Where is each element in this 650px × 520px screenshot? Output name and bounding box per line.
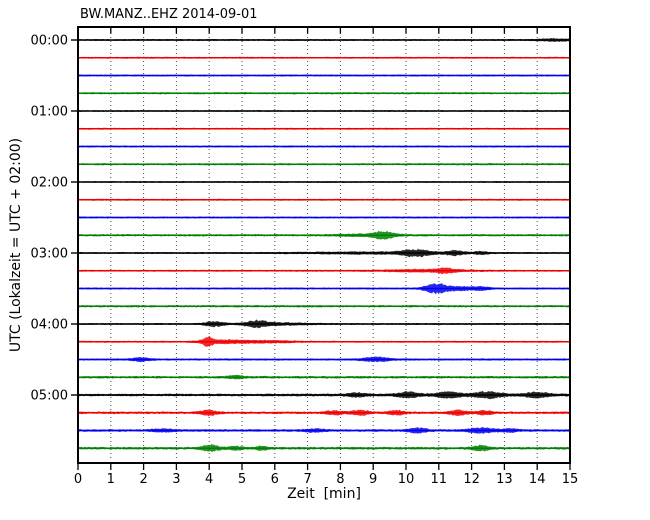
x-tick-label: 3	[172, 472, 180, 487]
x-tick-label: 13	[496, 472, 513, 487]
y-axis-label: UTC (Lokalzeit = UTC + 02:00)	[8, 137, 24, 353]
x-tick-label: 15	[562, 472, 579, 487]
plot-frame	[77, 26, 571, 464]
x-tick-label: 8	[336, 472, 344, 487]
hour-tick-label: 04:00	[31, 318, 68, 333]
hour-tick-label: 02:00	[31, 176, 68, 191]
plot-title: BW.MANZ..EHZ 2014-09-01	[80, 7, 258, 22]
x-tick-label: 7	[303, 472, 311, 487]
x-tick-label: 4	[205, 472, 213, 487]
x-tick-label: 12	[463, 472, 480, 487]
x-tick-label: 6	[271, 472, 279, 487]
hour-tick-label: 01:00	[31, 105, 68, 120]
hour-tick-label: 03:00	[31, 247, 68, 262]
x-tick-label: 0	[74, 472, 82, 487]
x-tick-label: 14	[529, 472, 546, 487]
x-tick-label: 11	[431, 472, 448, 487]
x-tick-label: 2	[139, 472, 147, 487]
x-tick-label: 5	[238, 472, 246, 487]
hour-tick-label: 00:00	[31, 34, 68, 49]
hour-tick-label: 05:00	[31, 389, 68, 404]
x-tick-label: 10	[398, 472, 415, 487]
x-axis-label: Zeit [min]	[287, 486, 361, 502]
x-tick-label: 9	[369, 472, 377, 487]
x-tick-label: 1	[107, 472, 115, 487]
